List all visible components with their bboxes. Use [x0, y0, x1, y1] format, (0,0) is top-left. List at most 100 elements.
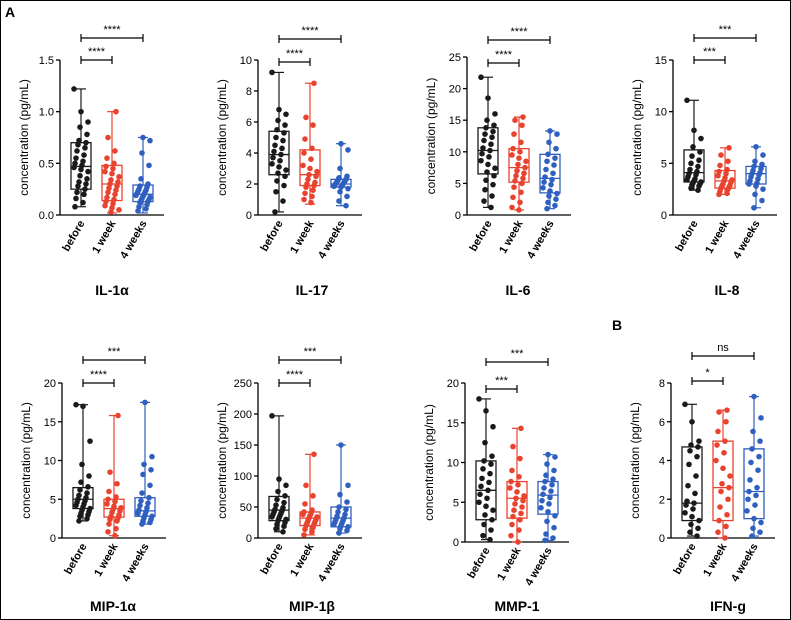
data-point	[71, 86, 77, 92]
data-point	[81, 191, 87, 198]
data-point	[750, 428, 756, 435]
data-point	[484, 169, 490, 175]
data-point	[546, 139, 552, 146]
data-point	[73, 195, 79, 202]
data-point	[116, 173, 122, 180]
data-point	[300, 511, 306, 518]
data-point	[544, 461, 550, 467]
data-point	[307, 165, 313, 172]
data-point	[77, 172, 83, 179]
data-point	[280, 198, 286, 204]
significance-bracket: *	[691, 367, 724, 385]
y-axis-label: concentration (pg/mL)	[628, 402, 642, 519]
data-point	[750, 525, 756, 532]
data-point	[512, 117, 518, 123]
y-tick-label: 1.0	[39, 107, 54, 119]
data-point	[685, 482, 691, 489]
data-point	[749, 446, 755, 452]
x-tick-label: 1 week	[288, 541, 317, 579]
data-point	[87, 438, 93, 444]
data-point	[551, 467, 557, 474]
data-point	[482, 131, 488, 137]
data-point	[478, 483, 484, 490]
data-point	[509, 204, 515, 211]
data-point	[271, 148, 277, 155]
data-point	[480, 532, 486, 539]
y-tick-label: 10	[449, 147, 461, 159]
data-point	[716, 409, 722, 415]
data-point	[760, 152, 766, 158]
data-point	[106, 521, 112, 527]
data-point	[723, 523, 729, 530]
data-point	[541, 485, 547, 491]
data-point	[752, 158, 758, 165]
data-point	[306, 171, 312, 178]
y-tick-label: 8	[246, 86, 252, 98]
data-point	[509, 521, 515, 528]
data-point	[757, 438, 763, 444]
data-point	[684, 177, 690, 183]
y-tick-label: 10	[447, 458, 459, 470]
y-tick-label: 4	[659, 456, 665, 468]
data-point	[490, 128, 496, 135]
data-point	[142, 399, 148, 406]
y-tick-label: 4	[246, 148, 252, 160]
data-point	[73, 401, 79, 408]
data-point	[77, 513, 83, 520]
data-point	[112, 498, 118, 505]
data-point	[302, 526, 308, 533]
x-tick-label: 1 week	[703, 218, 732, 256]
data-point	[510, 145, 516, 152]
data-point	[746, 488, 752, 495]
data-point	[550, 170, 556, 177]
data-point	[745, 496, 751, 503]
data-point	[716, 517, 722, 524]
chart-panel: 0.0 0.5 1.0 1.5 concentration (pg/mL) before 1…	[17, 24, 164, 298]
series-2	[101, 108, 123, 215]
data-point	[273, 134, 279, 141]
data-point	[81, 152, 87, 158]
data-point	[481, 198, 487, 204]
data-point	[274, 521, 280, 528]
data-point	[715, 172, 721, 179]
significance-label: ****	[495, 49, 513, 61]
data-point	[140, 134, 146, 141]
data-point	[311, 451, 317, 458]
panel-letter-a: A	[5, 4, 15, 20]
data-point	[539, 497, 545, 504]
data-point	[695, 187, 701, 193]
x-tick-label: before	[467, 219, 494, 254]
data-point	[552, 155, 558, 161]
data-point	[114, 480, 120, 487]
data-point	[272, 142, 278, 149]
y-tick-label: 15	[447, 418, 459, 430]
x-tick-label: 4 weeks	[316, 542, 347, 585]
data-point	[85, 119, 91, 125]
x-tick-label: before	[258, 542, 285, 577]
y-tick-label: 0	[453, 537, 459, 549]
data-point	[338, 442, 344, 448]
significance-label: ****	[103, 24, 121, 36]
data-point	[760, 186, 766, 192]
data-point	[343, 202, 349, 209]
series-2	[508, 114, 530, 213]
y-tick-label: 1.5	[39, 55, 54, 67]
data-point	[523, 158, 529, 165]
data-point	[484, 117, 490, 123]
data-point	[549, 176, 555, 183]
data-point	[722, 535, 728, 541]
data-point	[751, 204, 757, 211]
y-tick-label: 2	[659, 494, 665, 506]
data-point	[112, 148, 118, 154]
data-point	[516, 527, 522, 533]
y-tick-label: 0	[246, 210, 252, 222]
data-point	[515, 161, 521, 168]
series-2	[103, 412, 125, 539]
chart-panel: 0 5 10 15 20 concentration (pg/mL) before 1 wee…	[422, 348, 569, 614]
data-point	[80, 403, 86, 410]
data-point	[143, 206, 149, 212]
data-point	[552, 512, 558, 519]
data-point	[482, 512, 488, 518]
data-point	[281, 182, 287, 189]
chart-panel: 0 2 4 6 8 concentration (pg/mL) before 1 week 4 …	[628, 342, 775, 614]
